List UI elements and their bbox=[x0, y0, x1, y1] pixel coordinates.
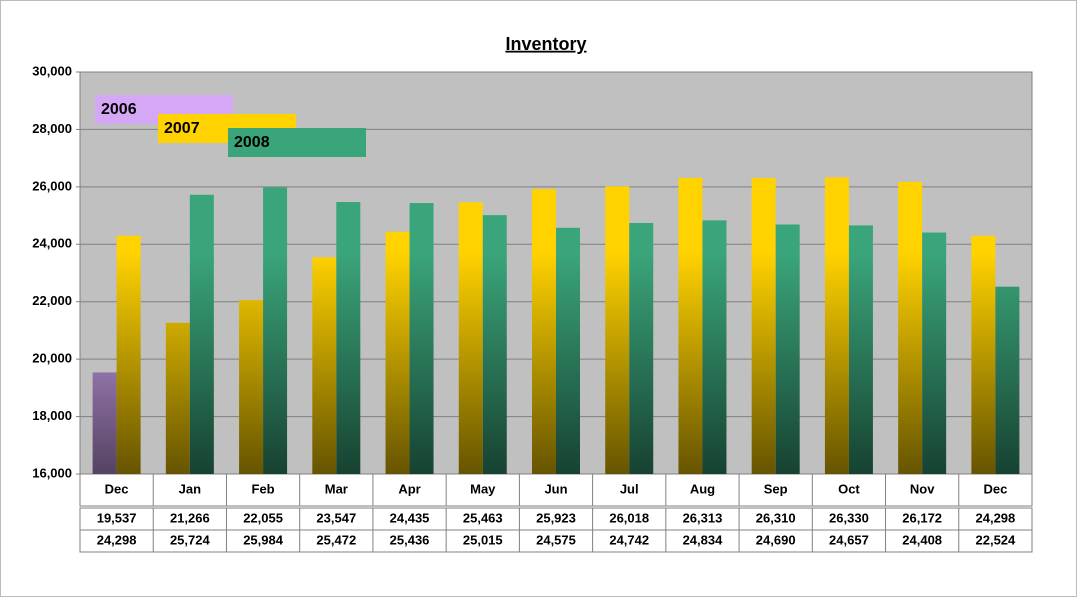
bar bbox=[385, 231, 410, 474]
legend-swatch bbox=[228, 128, 366, 157]
x-tick-label: Oct bbox=[838, 481, 860, 496]
table-value: 25,724 bbox=[170, 532, 211, 547]
table-value: 25,923 bbox=[536, 510, 576, 525]
table-value: 24,575 bbox=[536, 532, 576, 547]
y-tick-label: 30,000 bbox=[32, 63, 72, 78]
y-tick-label: 22,000 bbox=[32, 293, 72, 308]
y-tick-label: 16,000 bbox=[32, 465, 72, 480]
y-tick-label: 26,000 bbox=[32, 178, 72, 193]
table-value: 22,055 bbox=[243, 510, 283, 525]
table-value: 25,015 bbox=[463, 532, 503, 547]
x-tick-label: Mar bbox=[325, 481, 348, 496]
bar bbox=[532, 189, 556, 474]
bar bbox=[92, 372, 117, 474]
x-tick-label: Apr bbox=[398, 481, 420, 496]
y-tick-label: 20,000 bbox=[32, 351, 72, 366]
x-tick-label: Dec bbox=[983, 481, 1007, 496]
bar bbox=[409, 203, 434, 474]
table-value: 24,298 bbox=[976, 510, 1016, 525]
table-value: 24,298 bbox=[97, 532, 137, 547]
table-value: 25,472 bbox=[316, 532, 356, 547]
y-tick-label: 24,000 bbox=[32, 236, 72, 251]
x-tick-label: Dec bbox=[105, 481, 129, 496]
x-tick-label: Jun bbox=[544, 481, 567, 496]
bar bbox=[751, 177, 776, 474]
bar bbox=[898, 181, 923, 475]
bar bbox=[116, 235, 141, 474]
y-tick-label: 28,000 bbox=[32, 121, 72, 136]
bar bbox=[775, 224, 800, 474]
x-tick-label: Sep bbox=[764, 481, 788, 496]
bar bbox=[556, 227, 580, 474]
table-value: 19,537 bbox=[97, 510, 137, 525]
bar bbox=[678, 177, 703, 474]
bar bbox=[922, 232, 947, 474]
x-tick-label: May bbox=[470, 481, 496, 496]
bar bbox=[482, 215, 507, 474]
bar bbox=[239, 300, 264, 474]
table-value: 25,984 bbox=[243, 532, 284, 547]
table-value: 25,436 bbox=[390, 532, 430, 547]
x-tick-label: Aug bbox=[690, 481, 715, 496]
bar bbox=[458, 202, 483, 474]
table-value: 22,524 bbox=[976, 532, 1017, 547]
legend-label: 2006 bbox=[101, 101, 137, 118]
table-value: 24,690 bbox=[756, 532, 796, 547]
y-tick-label: 18,000 bbox=[32, 408, 72, 423]
legend-label: 2008 bbox=[234, 134, 270, 151]
bar bbox=[336, 202, 361, 474]
bar bbox=[189, 194, 214, 474]
table-value: 23,547 bbox=[316, 510, 356, 525]
bar bbox=[605, 186, 630, 475]
x-tick-label: Jan bbox=[179, 481, 201, 496]
table-value: 25,463 bbox=[463, 510, 503, 525]
bar bbox=[165, 322, 190, 474]
legend-label: 2007 bbox=[164, 120, 200, 137]
table-value: 24,435 bbox=[390, 510, 430, 525]
bar bbox=[263, 187, 288, 474]
table-value: 26,018 bbox=[609, 510, 649, 525]
x-tick-label: Jul bbox=[620, 481, 639, 496]
table-value: 24,834 bbox=[683, 532, 724, 547]
x-tick-label: Feb bbox=[252, 481, 275, 496]
table-value: 24,408 bbox=[902, 532, 942, 547]
table-value: 26,310 bbox=[756, 510, 796, 525]
table-value: 24,657 bbox=[829, 532, 869, 547]
bar bbox=[702, 220, 727, 474]
bar bbox=[629, 222, 654, 474]
bar bbox=[971, 235, 996, 474]
table-value: 26,313 bbox=[683, 510, 723, 525]
x-tick-label: Nov bbox=[910, 481, 935, 496]
bar bbox=[312, 257, 337, 474]
table-value: 26,330 bbox=[829, 510, 869, 525]
bar bbox=[824, 177, 849, 475]
bar bbox=[848, 225, 873, 474]
table-value: 26,172 bbox=[902, 510, 942, 525]
table-value: 24,742 bbox=[609, 532, 649, 547]
chart-title: Inventory bbox=[505, 34, 586, 54]
table-value: 21,266 bbox=[170, 510, 210, 525]
bar bbox=[995, 286, 1020, 474]
